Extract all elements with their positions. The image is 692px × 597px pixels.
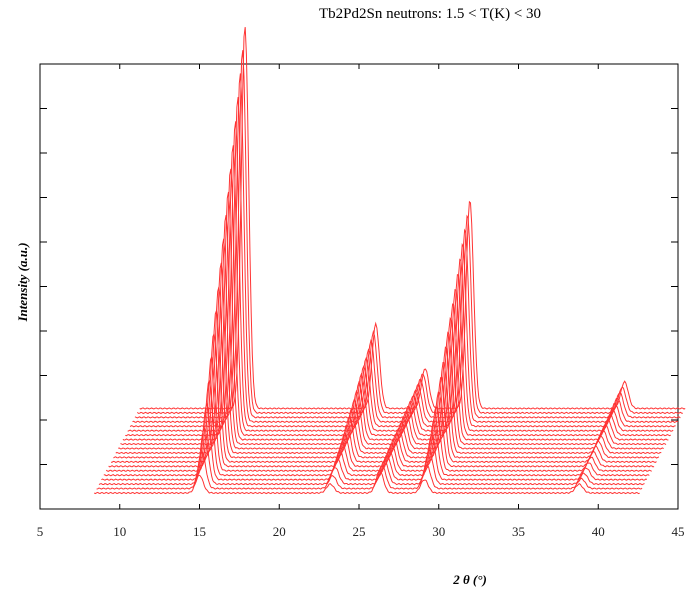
series-18-line xyxy=(134,73,681,419)
x-tick-label: 30 xyxy=(432,524,445,539)
series-19-line xyxy=(136,50,683,415)
series-8-line xyxy=(111,310,657,463)
series-14-line xyxy=(125,168,672,437)
series-15-line xyxy=(127,145,674,432)
plot-frame xyxy=(39,63,679,510)
x-tick-label: 5 xyxy=(37,524,44,539)
x-tick-label: 10 xyxy=(113,524,126,539)
series-layer xyxy=(93,27,686,495)
axes-layer: 5 10 15 20 25 30 35 40 45 xyxy=(37,64,685,539)
series-3-line xyxy=(98,427,645,486)
x-tick-label: 15 xyxy=(193,524,206,539)
series-5-line xyxy=(103,380,650,477)
series-16-line xyxy=(129,121,676,428)
series-6-line xyxy=(105,356,652,472)
series-12-line xyxy=(120,215,667,446)
x-tick-label: 35 xyxy=(512,524,525,539)
x-tick-label: 40 xyxy=(592,524,605,539)
series-10-line xyxy=(115,262,662,455)
x-tick-label: 25 xyxy=(353,524,366,539)
series-13-line xyxy=(122,191,669,441)
series-4-line xyxy=(101,402,648,481)
x-tick-label: 20 xyxy=(273,524,286,539)
x-axis-label: 2 θ (°) xyxy=(453,572,487,587)
x-tick-label: 45 xyxy=(672,524,685,539)
chart-title: Tb2Pd2Sn neutrons: 1.5 < T(K) < 30 xyxy=(318,6,542,22)
series-11-line xyxy=(118,238,664,450)
series-20-line xyxy=(139,27,686,410)
series-1-line xyxy=(93,470,640,495)
series-2-line xyxy=(96,451,643,490)
series-17-line xyxy=(132,97,679,423)
series-7-line xyxy=(108,331,655,468)
series-9-line xyxy=(113,286,660,459)
